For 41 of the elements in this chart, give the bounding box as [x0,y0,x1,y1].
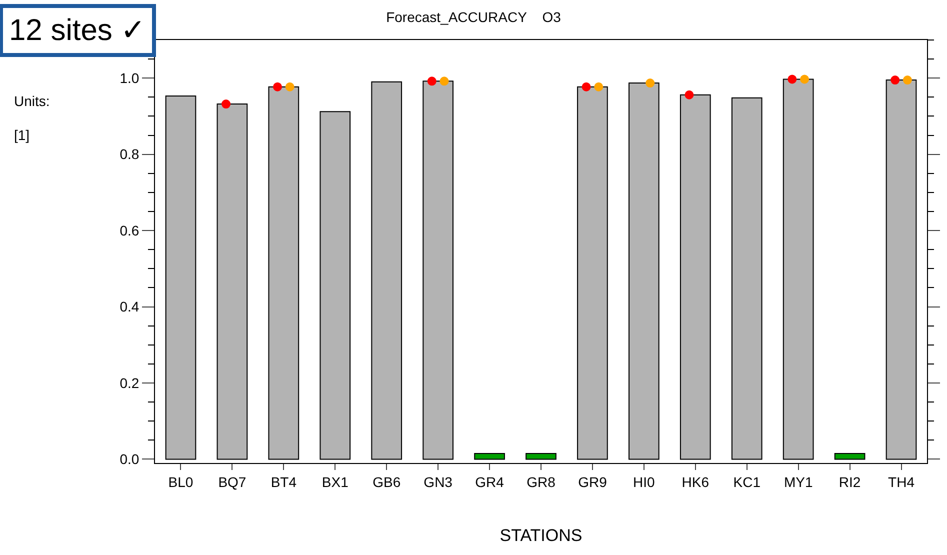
y-tick-label: 0.6 [120,222,140,238]
y-tick-label: 0.0 [120,451,140,468]
bar [731,97,762,460]
y-tick-label: 0.2 [120,374,140,391]
bar [320,111,351,460]
bar [526,452,556,460]
bar [474,452,505,460]
x-tick-label: GR8 [526,474,556,490]
x-tick-label: MY1 [784,474,813,490]
bar [886,80,917,460]
x-tick-label: GR9 [578,474,608,490]
bar [680,94,711,460]
x-tick-label: GR4 [475,474,504,490]
x-tick-label: BQ7 [218,474,246,490]
y-tick-label: 1.0 [120,70,140,86]
bar [422,80,454,460]
x-tick-label: TH4 [888,474,915,490]
x-tick-label: HI0 [633,474,656,490]
x-tick-label: GN3 [424,474,453,490]
bar [834,452,866,460]
y-tick-label: 0.4 [120,298,140,315]
x-tick-label: BX1 [322,474,349,490]
bar [577,86,608,460]
text: 12 sites ✓ [9,14,146,47]
bar [628,82,660,460]
x-tick-label: KC1 [733,474,761,490]
bar [782,78,814,460]
x-axis-title: STATIONS [500,526,582,546]
bar [268,86,300,460]
x-tick-label: BT4 [270,474,297,490]
text: [1] [14,127,30,143]
bar [165,96,196,460]
text: Units: [14,93,50,109]
chart-title: Forecast_ACCURACY O3 [386,8,562,25]
x-tick-label: BL0 [168,474,194,490]
bar [371,81,402,460]
x-tick-label: RI2 [838,474,861,490]
x-tick-label: HK6 [682,474,710,490]
y-tick-label: 0.8 [120,146,140,162]
bar [216,104,248,460]
x-tick-label: GB6 [372,474,401,490]
